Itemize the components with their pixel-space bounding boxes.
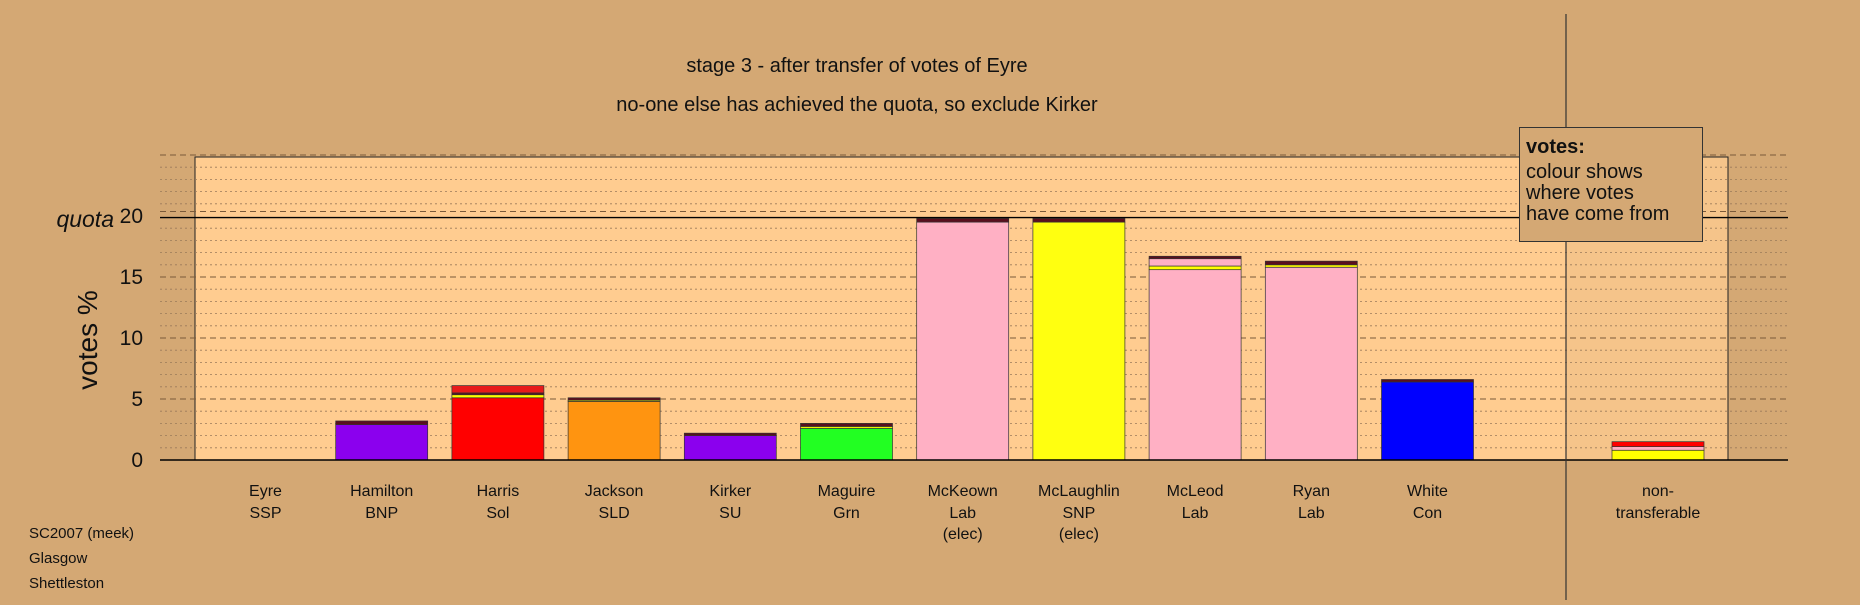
x-label-name-kirker: Kirker [709, 483, 751, 500]
bar-segment-harris [451, 394, 545, 399]
chart-title: stage 3 - after transfer of votes of Eyr… [686, 55, 1027, 77]
bar-segment-mcleod [1148, 255, 1242, 260]
footer-election: SC2007 (meek) [29, 525, 135, 542]
y-tick-label: 20 [120, 205, 143, 228]
bar-segment-jackson [567, 401, 661, 461]
footer-council: Glasgow [29, 550, 88, 567]
bar-segment-harris [451, 397, 545, 461]
x-label-name-mcleod: McLeod [1167, 483, 1224, 500]
bar-segment-hamilton [335, 424, 429, 461]
bar-segment-nontransferable [1611, 446, 1705, 451]
bar-segment-mclaughlin [1032, 221, 1126, 461]
bar-segment-mcleod [1148, 258, 1242, 267]
legend-line-1: colour shows [1526, 161, 1643, 183]
legend-line-2: where votes [1526, 182, 1634, 204]
bar-segment-white [1381, 379, 1474, 383]
bar-segment-ryan [1264, 266, 1358, 461]
footer-ward: Shettleston [29, 575, 105, 592]
bar-segment-mclaughlin [1032, 218, 1126, 223]
x-label-party-hamilton: BNP [365, 505, 398, 522]
x-label-nontransferable-2: transferable [1616, 505, 1701, 522]
x-label-name-white: White [1407, 483, 1448, 500]
bar-segment-harris [451, 385, 545, 394]
bar-segment-white [1381, 381, 1474, 461]
bars [335, 218, 1705, 461]
y-tick-label: 10 [120, 327, 143, 350]
x-label-party-maguire: Grn [833, 505, 860, 522]
x-label-name-ryan: Ryan [1293, 483, 1330, 500]
y-tick-label: 5 [131, 388, 143, 411]
x-label-party-white: Con [1413, 505, 1442, 522]
x-label-party-mcleod: Lab [1182, 505, 1209, 522]
y-tick-label: 15 [120, 266, 143, 289]
chart-subtitle: no-one else has achieved the quota, so e… [616, 94, 1098, 116]
bar-segment-nontransferable [1611, 441, 1705, 447]
bar-segment-jackson [567, 397, 661, 401]
x-label-name-mclaughlin: McLaughlin [1038, 483, 1120, 500]
x-label-name-jackson: Jackson [585, 483, 644, 500]
x-label-party-eyre: SSP [249, 505, 281, 522]
quota-label: quota [56, 206, 114, 232]
bar-segment-nontransferable [1611, 449, 1705, 461]
x-label-note-mckeown: (elec) [943, 526, 983, 543]
x-label-name-hamilton: Hamilton [350, 483, 413, 500]
x-label-party-kirker: SU [719, 505, 741, 522]
bar-segment-mcleod [1148, 265, 1242, 271]
bar-segment-maguire [800, 427, 893, 461]
legend: votes: colour shows where votes have com… [1519, 127, 1703, 242]
x-label-name-mckeown: McKeown [928, 483, 998, 500]
x-label-party-mclaughlin: SNP [1062, 505, 1095, 522]
x-label-name-harris: Harris [477, 483, 520, 500]
x-label-party-mckeown: Lab [949, 505, 976, 522]
x-label-party-harris: Sol [486, 505, 509, 522]
bar-segment-mcleod [1148, 269, 1242, 461]
bar-segment-mckeown [916, 218, 1010, 223]
bar-segment-mckeown [916, 221, 1010, 461]
bar-segment-kirker [683, 432, 777, 436]
y-axis-label: votes % [72, 290, 103, 390]
bar-segment-hamilton [335, 420, 429, 425]
x-label-name-eyre: Eyre [249, 483, 282, 500]
y-tick-labels: 0 5 10 15 20 [120, 205, 143, 472]
x-label-name-maguire: Maguire [818, 483, 876, 500]
bar-segment-ryan [1264, 260, 1358, 266]
bar-segment-maguire [800, 423, 893, 427]
x-tick-labels: Eyre SSP Hamilton BNP Harris Sol Jackson SLD Kir… [249, 483, 1700, 543]
y-tick-label: 0 [131, 449, 143, 472]
x-label-party-jackson: SLD [599, 505, 630, 522]
x-label-nontransferable-1: non- [1642, 483, 1674, 500]
bar-segment-ryan [1264, 264, 1358, 268]
legend-line-3: have come from [1526, 203, 1670, 225]
legend-title: votes: [1526, 136, 1585, 158]
x-label-party-ryan: Lab [1298, 505, 1325, 522]
x-label-note-mclaughlin: (elec) [1059, 526, 1099, 543]
bar-segment-kirker [683, 435, 777, 461]
